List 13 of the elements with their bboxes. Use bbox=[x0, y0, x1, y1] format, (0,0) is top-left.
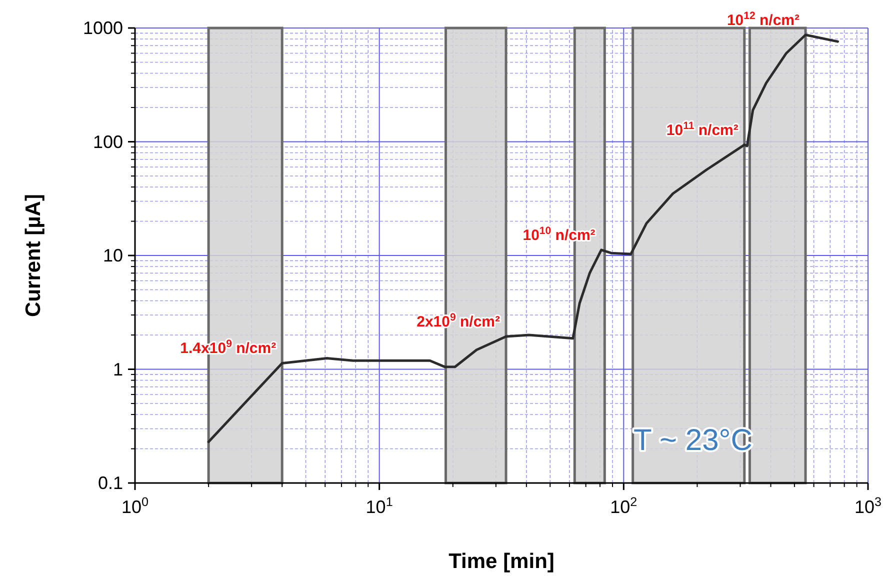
y-tick-label: 1000 bbox=[82, 18, 123, 38]
y-axis-title: Current [µA] bbox=[22, 194, 45, 317]
x-tick-label: 10$^{3}$ bbox=[854, 495, 882, 517]
x-tick-label: 10$^{0}$ bbox=[121, 495, 149, 517]
y-tick-label: 1 bbox=[112, 359, 123, 380]
annotation: 10$^{11}$ n/cm² bbox=[666, 120, 738, 139]
annotation: 10$^{12}$ n/cm² bbox=[726, 10, 800, 29]
y-tick-label: 10 bbox=[102, 246, 123, 266]
x-tick-label: 10$^{2}$ bbox=[610, 495, 638, 517]
x-tick-label: 10$^{1}$ bbox=[366, 495, 393, 517]
y-tick-label: 100 bbox=[92, 132, 123, 152]
x-axis-title: Time [min] bbox=[448, 550, 554, 573]
y-tick-label: 0.1 bbox=[98, 473, 123, 493]
